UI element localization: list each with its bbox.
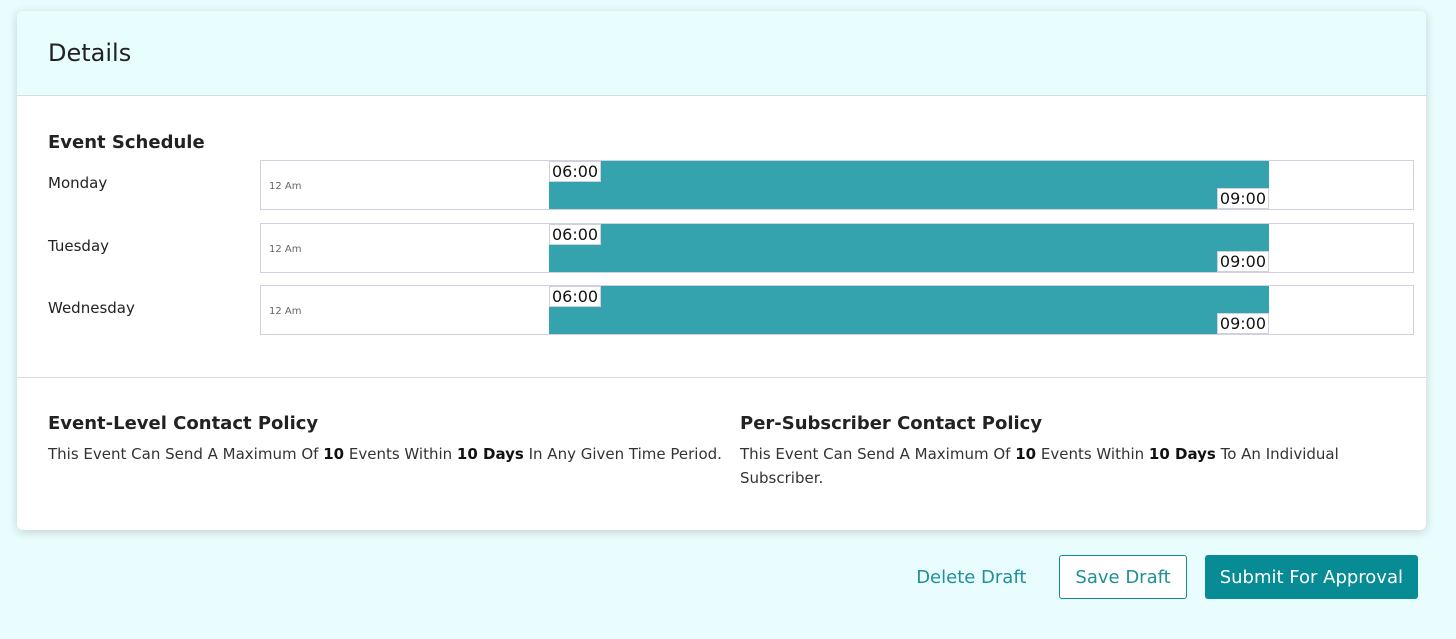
day-label: Wednesday [48, 299, 135, 317]
per-subscriber-policy: Per-Subscriber Contact Policy This Event… [740, 413, 1340, 490]
range-start-label: 06:00 [549, 161, 602, 182]
timeline-track[interactable]: 12 Am 06:00 09:00 [260, 222, 1414, 273]
timeline-tick: 12 Am [269, 243, 302, 255]
range-start-label: 06:00 [549, 286, 602, 307]
time-range-bar[interactable]: 06:00 09:00 [549, 161, 1269, 209]
day-label: Monday [48, 174, 108, 192]
save-draft-button[interactable]: Save Draft [1059, 555, 1187, 599]
timeline-track[interactable]: 12 Am 06:00 09:00 [260, 160, 1414, 210]
event-level-policy-text: This Event Can Send A Maximum Of 10 Even… [48, 445, 722, 463]
range-start-label: 06:00 [549, 223, 602, 245]
event-level-policy: Event-Level Contact Policy This Event Ca… [48, 413, 740, 490]
day-label: Tuesday [48, 236, 110, 255]
timeline-tick: 12 Am [269, 306, 302, 317]
event-schedule-title: Event Schedule [48, 132, 205, 153]
per-subscriber-policy-text: This Event Can Send A Maximum Of 10 Even… [740, 445, 1339, 487]
form-actions: Delete Draft Save Draft Submit For Appro… [901, 555, 1418, 599]
details-title: Details [48, 39, 132, 67]
contact-policies: Event-Level Contact Policy This Event Ca… [17, 378, 1426, 490]
timeline-track[interactable]: 12 Am 06:00 09:00 [260, 285, 1414, 335]
time-range-bar[interactable]: 06:00 09:00 [549, 286, 1269, 334]
per-subscriber-policy-title: Per-Subscriber Contact Policy [740, 413, 1043, 434]
range-end-label: 09:00 [1216, 313, 1269, 334]
submit-for-approval-button[interactable]: Submit For Approval [1204, 555, 1418, 599]
details-card: Details Event Schedule Monday 12 Am 06:0… [17, 11, 1426, 530]
schedule-row-tuesday: Tuesday 12 Am 06:00 09:00 [17, 222, 1426, 273]
event-schedule-section: Event Schedule Monday 12 Am 06:00 09:00 … [17, 96, 1426, 378]
range-end-label: 09:00 [1216, 188, 1269, 209]
timeline-tick: 12 Am [269, 181, 302, 192]
details-header: Details [17, 11, 1426, 96]
range-end-label: 09:00 [1216, 250, 1269, 272]
delete-draft-button[interactable]: Delete Draft [916, 566, 1027, 588]
schedule-row-wednesday: Wednesday 12 Am 06:00 09:00 [17, 285, 1426, 335]
event-level-policy-title: Event-Level Contact Policy [48, 413, 319, 434]
schedule-row-monday: Monday 12 Am 06:00 09:00 [17, 160, 1426, 210]
time-range-bar[interactable]: 06:00 09:00 [549, 223, 1269, 272]
